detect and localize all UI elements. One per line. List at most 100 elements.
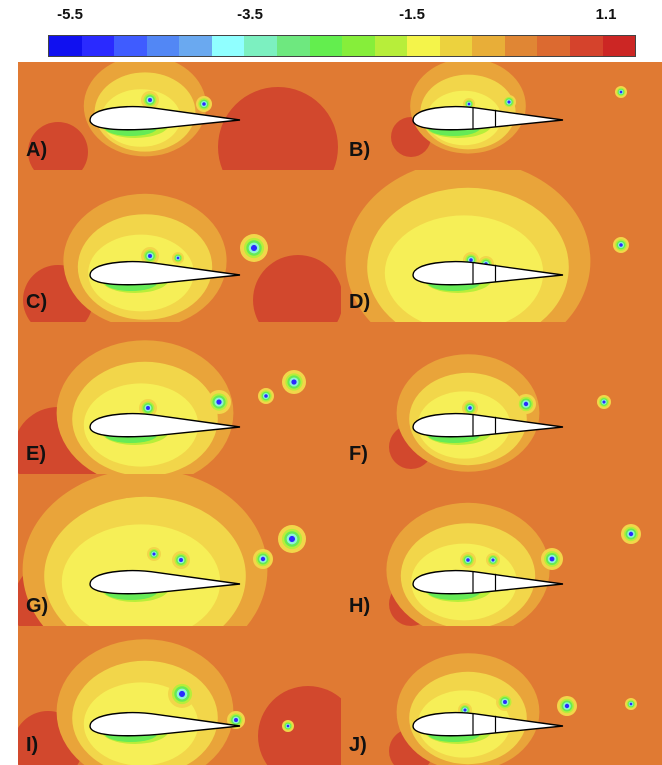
panel-label: E): [26, 443, 46, 465]
contour-plot: [18, 62, 341, 170]
vortex-core: [629, 702, 633, 706]
contour-plot: [18, 626, 341, 765]
vortex-core: [288, 535, 296, 543]
panel-a: A): [18, 62, 341, 170]
colorbar-segment: [602, 36, 636, 56]
colorbar-segment: [49, 36, 82, 56]
airfoil: [89, 261, 241, 286]
vortex-core: [503, 700, 507, 704]
vortex-core: [216, 399, 222, 405]
colorbar-tick: 1.1: [595, 6, 617, 23]
colorbar-segment: [407, 36, 440, 56]
contour-plot: [18, 322, 341, 474]
colorbar-segment: [81, 36, 115, 56]
panel-label: D): [349, 291, 371, 313]
colorbar-segment: [537, 36, 570, 56]
contour-plot: [18, 170, 341, 322]
vortex-core: [463, 708, 467, 712]
panel-j: J): [341, 626, 662, 765]
colorbar-segment: [244, 36, 277, 56]
contour-plot: [341, 62, 662, 170]
colorbar-segment: [309, 36, 343, 56]
contour-plot: [341, 322, 662, 474]
contour-plot: [341, 170, 662, 322]
colorbar-tick: -5.5: [57, 6, 83, 23]
vortex-core: [146, 406, 150, 410]
vortex-core: [152, 552, 156, 556]
vortex-core: [468, 406, 472, 410]
vortex-core: [466, 558, 470, 562]
vortex-core: [467, 102, 471, 106]
vortex-core: [549, 556, 555, 562]
vortex-core: [178, 690, 186, 698]
colorbar-segment: [146, 36, 180, 56]
vortex-core: [176, 256, 180, 260]
vortex-core: [507, 100, 511, 104]
panel-h: H): [341, 474, 662, 626]
vortex-core: [523, 401, 529, 407]
colorbar-tick: -1.5: [399, 6, 425, 23]
panel-e: E): [18, 322, 341, 474]
panel-c: C): [18, 170, 341, 322]
vortex-core: [291, 379, 297, 385]
vortex-core: [286, 724, 290, 728]
vortex-core: [491, 558, 495, 562]
pressure-region: [218, 87, 338, 170]
vortex-core: [469, 258, 473, 262]
vortex-core: [148, 98, 152, 102]
colorbar-segment: [504, 36, 538, 56]
colorbar-segment: [211, 36, 245, 56]
pressure-region: [253, 255, 341, 322]
vortex-core: [619, 243, 623, 247]
panel-d: D): [341, 170, 662, 322]
vortex-core: [234, 718, 238, 722]
vortex-core: [264, 394, 268, 398]
panel-label: H): [349, 595, 371, 617]
panel-i: I): [18, 626, 341, 765]
colorbar: [48, 35, 636, 57]
colorbar-segment: [439, 36, 473, 56]
colorbar-segment: [570, 36, 603, 56]
vortex-core: [179, 558, 183, 562]
vortex-core: [250, 244, 258, 252]
contour-plot: [18, 474, 341, 626]
panel-label: A): [26, 139, 48, 161]
colorbar-tick: -3.5: [237, 6, 263, 23]
pressure-region: [258, 686, 341, 765]
vortex-core: [602, 400, 606, 404]
airfoil: [89, 106, 241, 131]
airfoil: [89, 413, 241, 438]
vortex-core: [564, 703, 570, 709]
panel-label: B): [349, 139, 371, 161]
airfoil: [89, 570, 241, 595]
colorbar-tick-labels: -5.5 -3.5 -1.5 1.1: [0, 6, 662, 26]
vortex-core: [260, 556, 266, 562]
vortex-core: [628, 531, 634, 537]
panel-label: J): [349, 734, 367, 756]
panel-f: F): [341, 322, 662, 474]
panel-label: C): [26, 291, 48, 313]
contour-plot: [341, 626, 662, 765]
colorbar-segment: [342, 36, 375, 56]
colorbar-segment: [472, 36, 505, 56]
pressure-region: [28, 122, 88, 170]
contour-plot: [341, 474, 662, 626]
vortex-core: [148, 254, 152, 258]
panel-label: F): [349, 443, 368, 465]
airfoil: [412, 261, 564, 286]
airfoil: [412, 106, 564, 131]
airfoil: [412, 570, 564, 595]
colorbar-segment: [179, 36, 212, 56]
airfoil: [412, 413, 564, 438]
panel-label: I): [26, 734, 39, 756]
airfoil: [89, 712, 241, 737]
colorbar-segment: [374, 36, 408, 56]
panel-label: G): [26, 595, 49, 617]
panel-g: G): [18, 474, 341, 626]
panel-b: B): [341, 62, 662, 170]
vortex-core: [619, 90, 623, 94]
colorbar-segment: [114, 36, 147, 56]
colorbar-segment: [276, 36, 310, 56]
airfoil: [412, 712, 564, 737]
vortex-core: [202, 102, 206, 106]
